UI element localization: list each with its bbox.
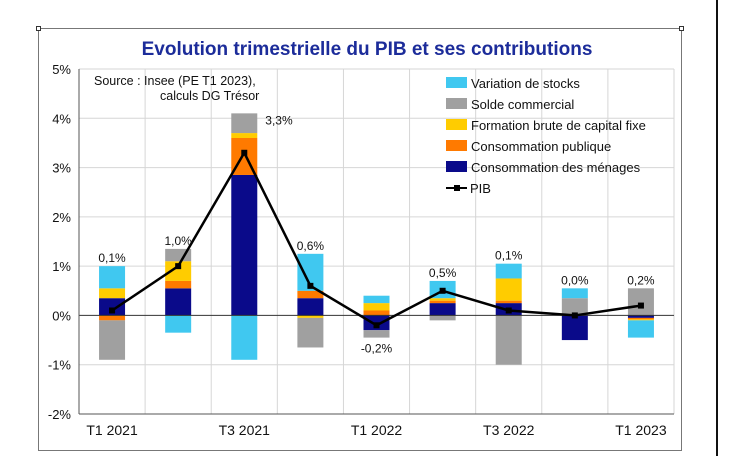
bar-segment [363, 310, 390, 316]
legend-label: Consommation publique [471, 139, 611, 154]
bar-segment [495, 278, 522, 301]
bar-segment [429, 315, 456, 321]
bar-segment [561, 315, 588, 341]
bar-segment [627, 317, 654, 320]
bar-segment [165, 248, 192, 262]
pib-marker [439, 287, 446, 294]
y-axis-ticks: -2% -1% 0% 1% 2% 3% 4% 5% [48, 62, 72, 422]
y-tick-label: 0% [52, 308, 71, 323]
bar-segment [297, 298, 324, 316]
legend-label: Consommation des ménages [471, 160, 641, 175]
legend-line-marker [454, 185, 460, 191]
legend-swatch [446, 161, 467, 172]
bar-segment [627, 288, 654, 316]
bar-segment [363, 303, 390, 311]
pib-data-label: 0,2% [627, 273, 655, 287]
bar-segment [99, 288, 126, 299]
data-labels: 0,1% 1,0% 3,3% 0,6% -0,2% 0,5% 0,1% 0,0% 0,2% [98, 113, 655, 355]
bar-segment [99, 298, 126, 316]
legend-label: Solde commercial [471, 97, 574, 112]
bar-segment [99, 315, 126, 321]
bar-segment [99, 266, 126, 289]
bar-segment [231, 113, 258, 134]
pib-data-label: 0,5% [429, 266, 457, 280]
bar-segment [297, 315, 324, 318]
bar-segment [297, 317, 324, 348]
x-tick-label: T3 2022 [483, 422, 535, 438]
pib-data-label: 0,0% [561, 273, 589, 287]
bar-segment [627, 315, 654, 318]
bar-segment [231, 174, 258, 316]
legend-label: Formation brute de capital fixe [471, 118, 646, 133]
bar-segment [165, 261, 192, 281]
legend-swatch [446, 77, 467, 88]
bar-segment [363, 295, 390, 304]
chart-frame [38, 28, 682, 451]
pib-marker [505, 307, 512, 314]
bar-segment [495, 300, 522, 304]
bar-segment [561, 298, 588, 316]
pib-data-label: 1,0% [164, 234, 192, 248]
legend-swatch [446, 140, 467, 151]
bars [99, 113, 654, 365]
y-tick-label: -2% [48, 407, 72, 422]
legend-swatch [446, 119, 467, 130]
pib-data-label: -0,2% [361, 342, 393, 356]
bar-segment [231, 315, 258, 360]
pib-marker [373, 322, 380, 329]
bar-segment [165, 288, 192, 316]
pib-line [109, 149, 644, 329]
frame-handle-top-right[interactable] [679, 26, 684, 31]
x-tick-label: T1 2021 [86, 422, 138, 438]
bar-segment [495, 263, 522, 279]
pib-marker [109, 307, 116, 314]
bar-segment [495, 315, 522, 365]
y-tick-label: -1% [48, 358, 72, 373]
pib-marker [637, 302, 644, 309]
source-note-line-1: Source : Insee (PE T1 2023), [94, 74, 256, 88]
bar-segment [429, 300, 456, 304]
bar-segment [429, 303, 456, 316]
bar-segment [561, 288, 588, 299]
source-note-line-2: calculs DG Trésor [160, 89, 259, 103]
plot-area [79, 69, 674, 414]
right-edge-rule [716, 0, 718, 456]
bar-segment [297, 290, 324, 299]
chart-title: Evolution trimestrielle du PIB et ses co… [142, 39, 593, 60]
bar-segment [429, 298, 456, 301]
x-tick-label: T1 2023 [615, 422, 667, 438]
legend: Variation de stocks Solde commercial Forma… [446, 76, 646, 196]
frame-handle-top-left[interactable] [36, 26, 41, 31]
legend-swatch [446, 98, 467, 109]
y-tick-label: 2% [52, 210, 71, 225]
bar-segment [99, 320, 126, 360]
pib-marker [307, 282, 314, 289]
bar-segment [165, 315, 192, 333]
y-tick-label: 5% [52, 62, 71, 77]
legend-label: PIB [470, 181, 491, 196]
y-tick-label: 4% [52, 111, 71, 126]
bar-segment [627, 319, 654, 321]
pib-marker [175, 263, 182, 270]
bar-segment [231, 133, 258, 138]
x-tick-label: T1 2022 [351, 422, 403, 438]
y-tick-label: 3% [52, 161, 71, 176]
pib-data-label: 0,6% [297, 239, 325, 253]
legend-label: Variation de stocks [471, 76, 580, 91]
bar-segment [165, 280, 192, 289]
y-tick-label: 1% [52, 259, 71, 274]
pib-marker [241, 149, 248, 156]
pib-marker [571, 312, 578, 319]
x-axis-ticks: T1 2021 T3 2021 T1 2022 T3 2022 T1 2023 [86, 422, 666, 438]
x-tick-label: T3 2021 [219, 422, 271, 438]
bar-segment [363, 330, 390, 338]
pib-data-label: 0,1% [495, 249, 523, 263]
pib-data-label: 3,3% [265, 113, 293, 127]
pib-data-label: 0,1% [98, 251, 126, 265]
bar-segment [627, 320, 654, 338]
